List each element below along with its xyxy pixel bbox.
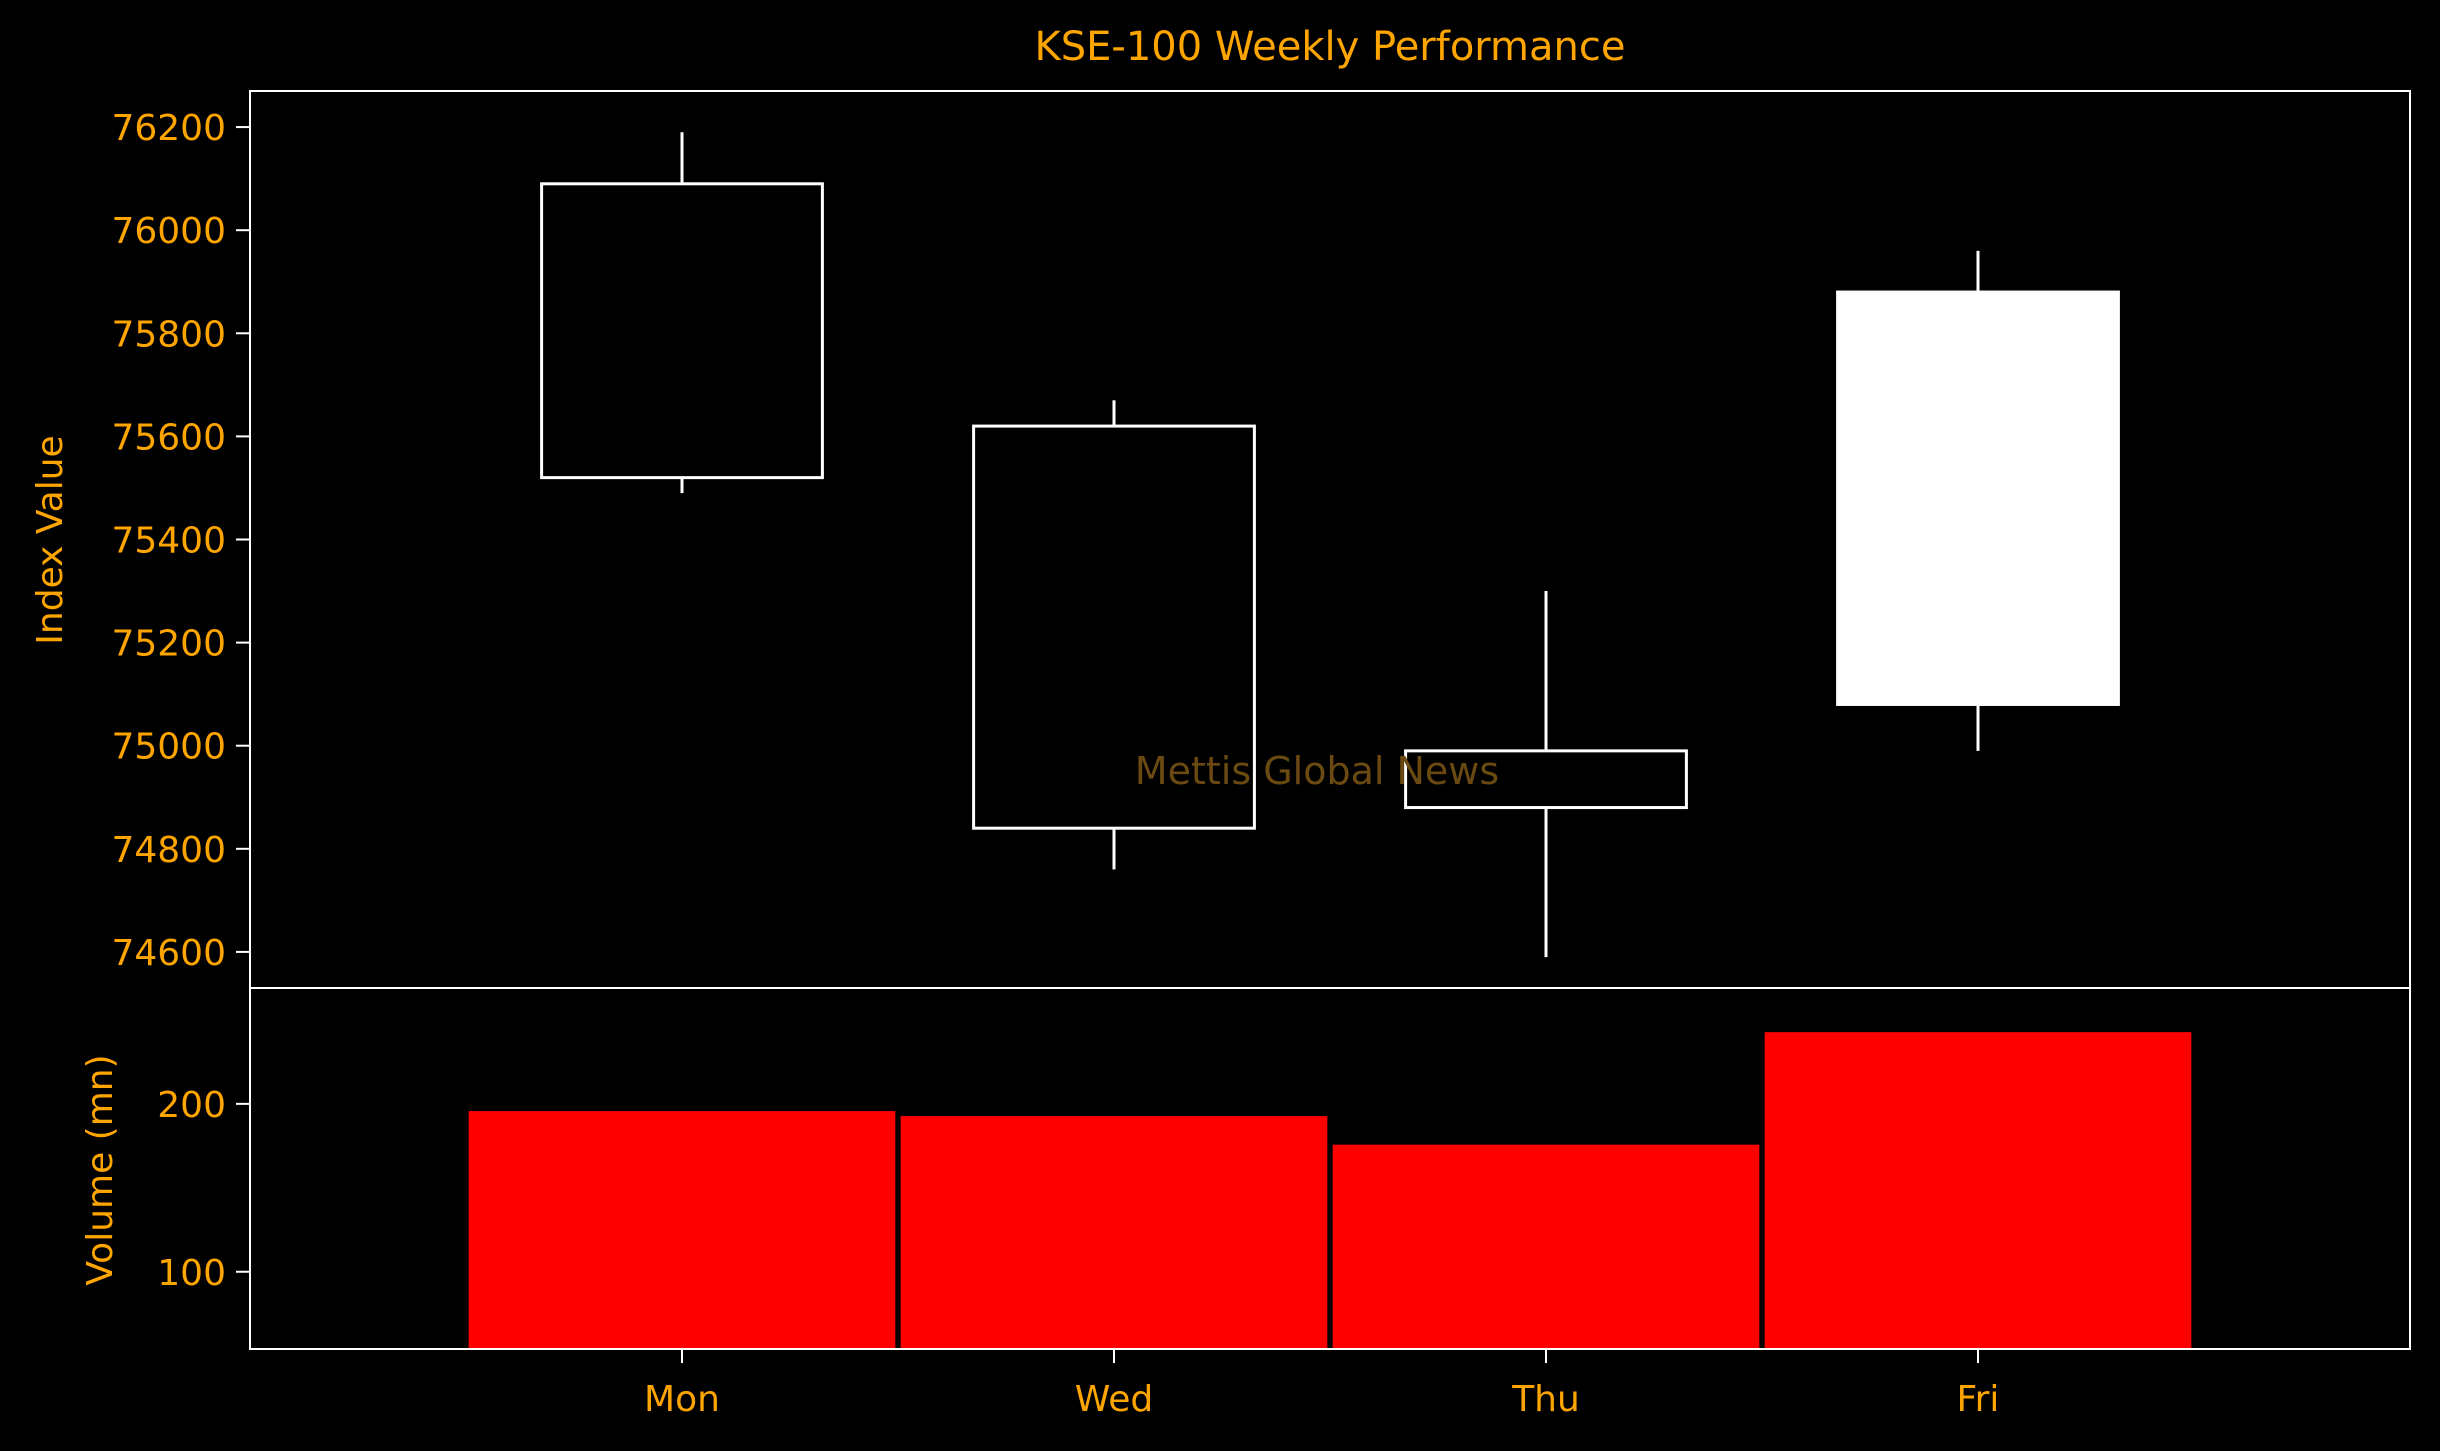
price-y-tick-label: 74600: [111, 933, 226, 974]
candle-body-mon: [540, 182, 824, 480]
volume-y-tick-label: 200: [157, 1085, 226, 1126]
x-tick-label-wed: Wed: [1075, 1379, 1154, 1420]
candle-body-fri: [1836, 290, 2120, 706]
price-y-tick-label: 74800: [111, 830, 226, 871]
volume-bar-thu: [1331, 1143, 1761, 1350]
x-tick-label-thu: Thu: [1511, 1379, 1580, 1420]
price-y-tick-label: 75200: [111, 624, 226, 665]
volume-axis-label: Volume (mn): [80, 1054, 121, 1285]
price-y-tick-label: 75800: [111, 314, 226, 355]
x-tick-label-fri: Fri: [1957, 1379, 2000, 1420]
watermark-text: Mettis Global News: [1135, 749, 1499, 793]
volume-panel: 100 200: [157, 987, 2411, 1350]
price-y-tick-label: 75400: [111, 521, 226, 562]
chart-title: KSE-100 Weekly Performance: [1035, 24, 1626, 70]
volume-bar-mon: [467, 1110, 897, 1350]
price-y-tick-label: 76000: [111, 211, 226, 252]
price-axis-label: Index Value: [30, 435, 71, 644]
x-axis: Mon Wed Thu Fri: [644, 1349, 1999, 1420]
price-y-tick-label: 75000: [111, 727, 226, 768]
volume-plot-frame: [249, 987, 2411, 1350]
candle-body-thu: [1404, 749, 1688, 810]
candle-body-wed: [972, 424, 1256, 830]
volume-y-tick-label: 100: [157, 1253, 226, 1294]
price-panel: 74600 74800 75000 75200 75400 75600 75800 76000…: [111, 90, 2411, 989]
x-tick-label-mon: Mon: [644, 1379, 720, 1420]
price-y-tick-label: 75600: [111, 417, 226, 458]
volume-bar-fri: [1763, 1031, 2193, 1350]
price-y-tick-label: 76200: [111, 108, 226, 149]
volume-bar-wed: [899, 1115, 1329, 1350]
